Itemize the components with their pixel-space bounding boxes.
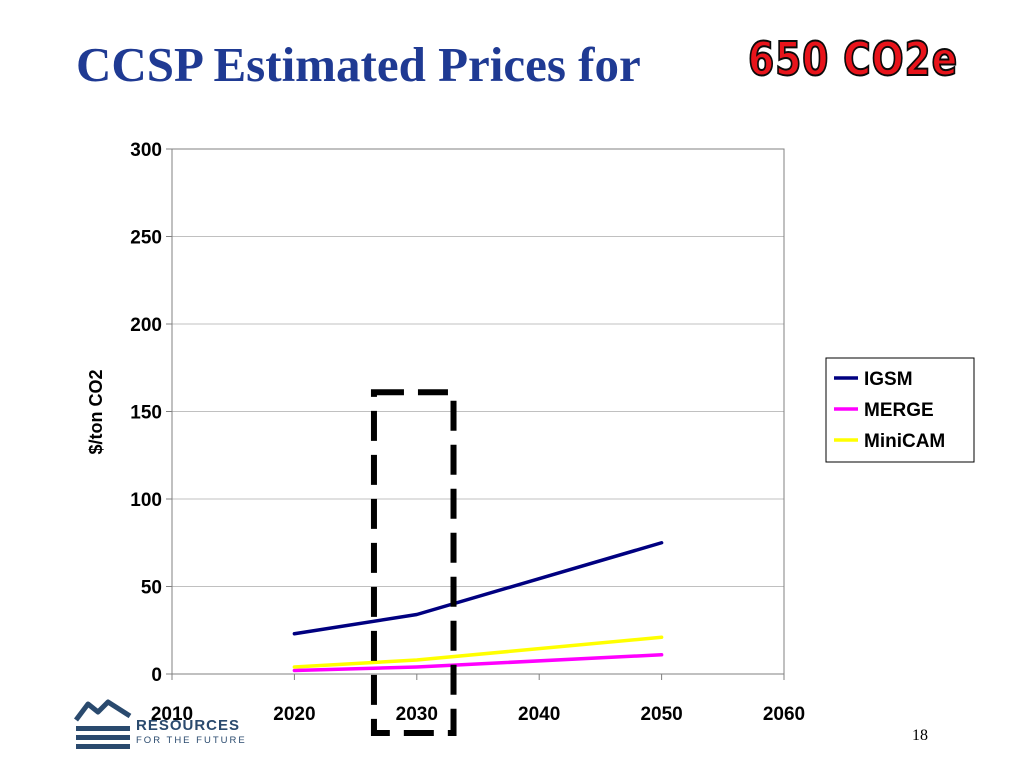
series-lines: [292, 541, 664, 673]
series-line-merge: [292, 653, 664, 673]
x-tick-label: 2030: [396, 704, 438, 725]
y-tick-label: 0: [151, 665, 162, 686]
logo-line2: FOR THE FUTURE: [136, 735, 247, 746]
x-tick-label: 2040: [518, 704, 560, 725]
slide-title: CCSP Estimated Prices for: [76, 37, 641, 92]
y-tick-label: 250: [130, 228, 162, 249]
x-axis-ticks: 2010 2020 2030 2040 2050 2060: [151, 674, 805, 725]
highlight-dashed-box: [370, 389, 457, 736]
mountain-logo-icon: [74, 699, 132, 749]
page-number: 18: [912, 727, 928, 744]
y-axis-label: $/ton CO2: [86, 369, 106, 454]
series-line-minicam: [292, 635, 664, 669]
logo-line1: RESOURCES: [136, 717, 241, 734]
x-tick-label: 2020: [273, 704, 315, 725]
legend-label-merge: MERGE: [864, 400, 934, 421]
series-line-igsm: [292, 541, 664, 636]
x-tick-label: 2060: [763, 704, 805, 725]
y-tick-label: 100: [130, 490, 162, 511]
legend: IGSM MERGE MiniCAM: [825, 357, 975, 463]
gridlines: [172, 236, 784, 587]
legend-label-minicam: MiniCAM: [864, 431, 945, 452]
rff-logo: RESOURCES FOR THE FUTURE: [74, 698, 264, 750]
legend-label-igsm: IGSM: [864, 369, 913, 390]
x-tick-label: 2050: [640, 704, 682, 725]
title-highlight: 650 CO2e: [747, 32, 959, 86]
y-tick-label: 150: [130, 403, 162, 424]
y-tick-label: 50: [141, 578, 162, 599]
y-axis-ticks: 0 50 100 150 200 250 300: [130, 140, 172, 686]
x-tick-label: 2010: [151, 704, 193, 725]
y-tick-label: 300: [130, 140, 162, 161]
y-tick-label: 200: [130, 315, 162, 336]
